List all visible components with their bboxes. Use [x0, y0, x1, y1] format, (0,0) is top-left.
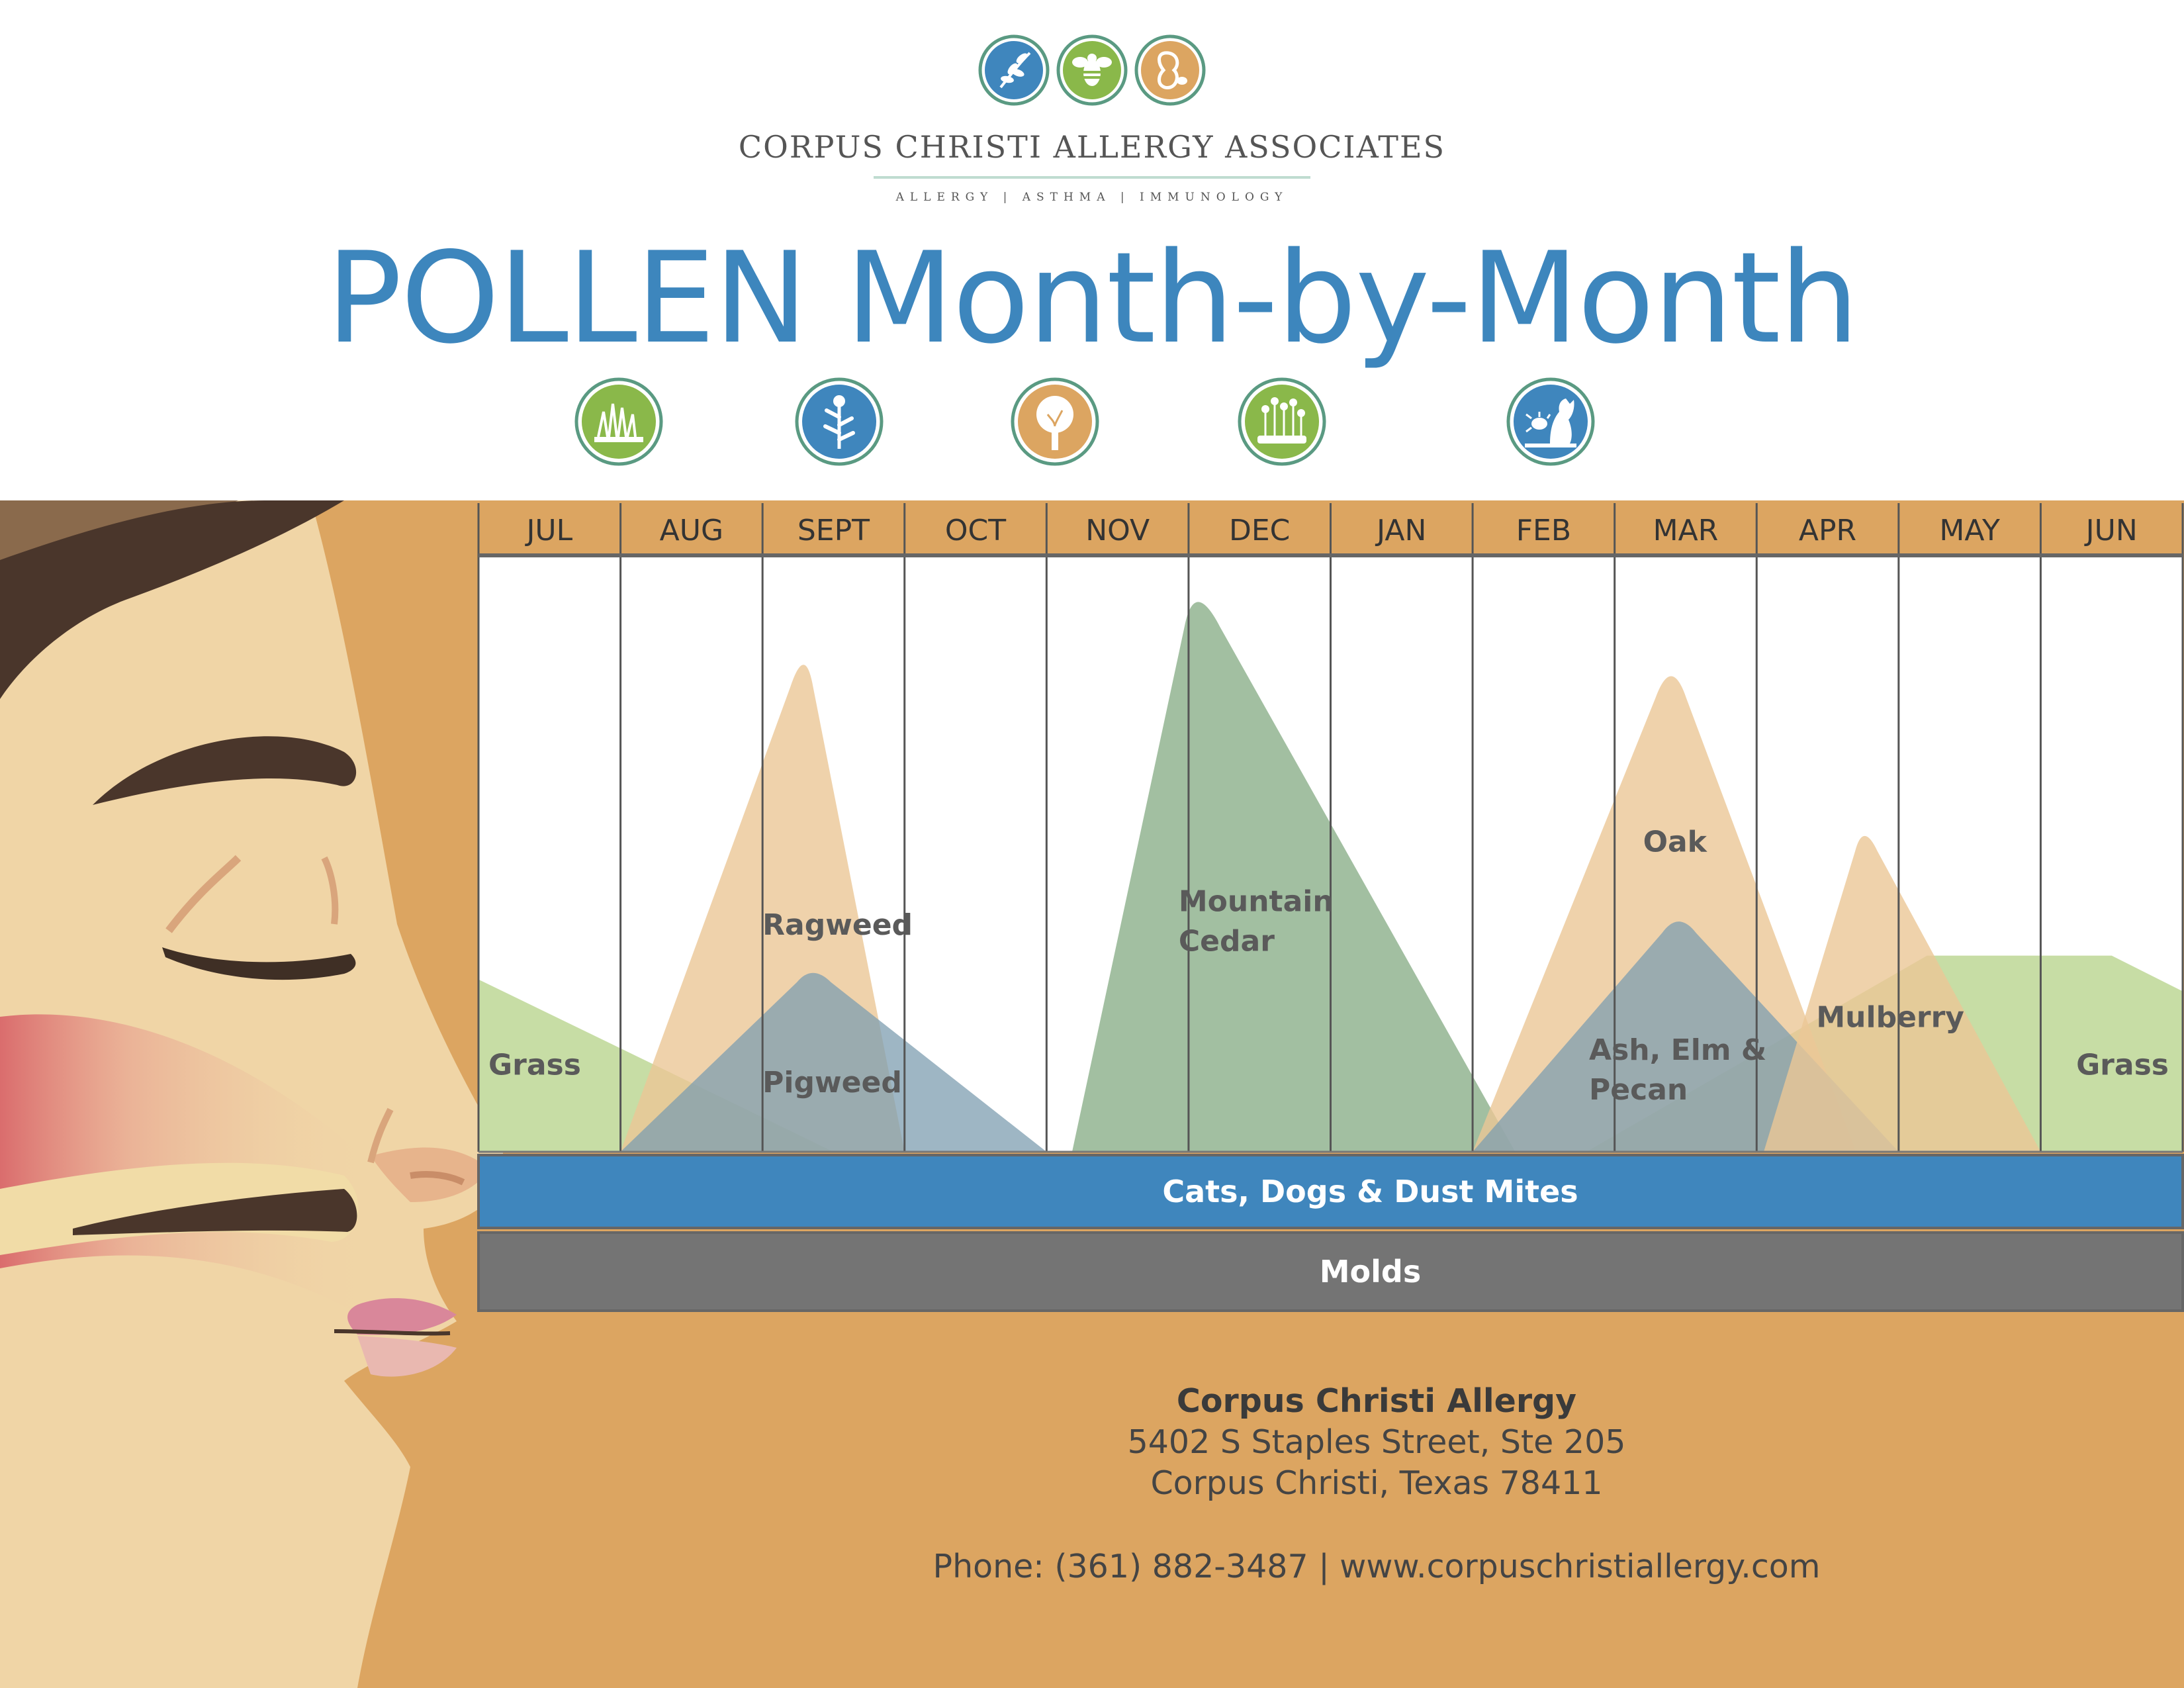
month-label: MAR — [1653, 514, 1719, 547]
logo-icons — [0, 34, 2184, 114]
tree-icon — [1011, 377, 1099, 466]
month-label: JUL — [524, 514, 572, 547]
series-labels: Grass Ragweed Pigweed Mountain Cedar Oak Ash, … — [488, 825, 2169, 1107]
footer-contact-line: Phone: (361) 882-3487 | www.corpuschrist… — [933, 1548, 1821, 1585]
series-area-mountain-cedar — [1071, 602, 1516, 1152]
year-round-bar-molds — [477, 1231, 2184, 1312]
series-label: Ragweed — [762, 908, 913, 942]
face-illustration — [0, 500, 503, 1688]
series-area-mulberry — [1763, 835, 2041, 1152]
month-label: JAN — [1375, 514, 1426, 547]
series-label: Ash, Elm & Pecan — [1589, 1033, 1766, 1107]
month-label: JUN — [2084, 514, 2138, 547]
footer-address-line-1: 5402 S Staples Street, Ste 205 — [1127, 1423, 1626, 1461]
peanut-icon — [1134, 34, 1206, 106]
weed-icon — [795, 377, 884, 466]
series-label: Mountain Cedar — [1179, 884, 1334, 958]
month-label: FEB — [1516, 514, 1571, 547]
month-label: AUG — [660, 514, 723, 547]
footer-address-line-2: Corpus Christi, Texas 78411 — [1150, 1464, 1603, 1502]
month-label: SEPT — [797, 514, 870, 547]
series-label: Grass — [2076, 1048, 2169, 1082]
pet-dust-mite-icon — [1506, 377, 1595, 466]
month-label: MAY — [1939, 514, 2000, 547]
bee-icon — [1056, 34, 1128, 106]
series-area-pigweed — [620, 972, 1047, 1152]
month-gridlines — [477, 503, 2184, 1153]
flowers-icon — [1238, 377, 1326, 466]
org-name: CORPUS CHRISTI ALLERGY ASSOCIATES — [738, 129, 1446, 165]
month-label: DEC — [1229, 514, 1290, 547]
page-title: POLLEN Month-by-Month — [326, 225, 1859, 371]
month-header: JUL AUG SEPT OCT NOV DEC JAN FEB MAR APR MAY JUN — [477, 503, 2184, 557]
leaf-icon — [978, 34, 1050, 106]
footer-practice-name: Corpus Christi Allergy — [1176, 1382, 1577, 1420]
year-round-bar-label: Molds — [1320, 1254, 1421, 1289]
series-label: Oak — [1643, 825, 1708, 859]
org-tagline: ALLERGY | ASTHMA | IMMUNOLOGY — [895, 191, 1289, 204]
month-label: NOV — [1085, 514, 1150, 547]
year-round-bars: Cats, Dogs & Dust Mites Molds — [477, 1154, 2184, 1312]
series-label: Mulberry — [1816, 1000, 1964, 1034]
series-label: Pigweed — [762, 1066, 902, 1100]
org-name-underline — [874, 176, 1310, 179]
month-label: APR — [1799, 514, 1856, 547]
month-header-rule — [478, 553, 2183, 557]
series-label: Grass — [488, 1048, 581, 1082]
contact-footer: Corpus Christi Allergy 5402 S Staples St… — [728, 1381, 2025, 1587]
grass-icon — [574, 377, 663, 466]
year-round-bar-pets-dust-mites — [477, 1154, 2184, 1229]
month-label: OCT — [945, 514, 1006, 547]
year-round-bar-label: Cats, Dogs & Dust Mites — [1162, 1174, 1578, 1209]
